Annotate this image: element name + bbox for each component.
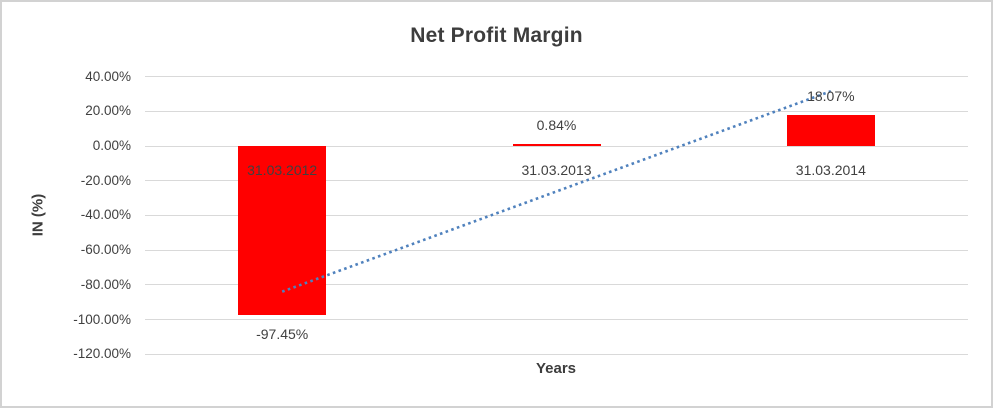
y-axis-tick-label: -80.00% (80, 276, 131, 292)
y-axis-tick-label: -100.00% (73, 311, 131, 327)
bar-31.03.2012 (238, 146, 327, 316)
y-axis-tick-label: -120.00% (73, 346, 131, 362)
gridline (145, 353, 968, 355)
data-label: 18.07% (807, 87, 855, 104)
gridline (145, 110, 968, 112)
y-axis-tick-label: -20.00% (80, 172, 131, 188)
x-axis-title: Years (535, 360, 577, 377)
trendline-dotted-segment (281, 89, 832, 293)
bar-31.03.2013 (512, 144, 601, 146)
gridline (145, 76, 968, 78)
data-label: 0.84% (536, 117, 577, 133)
y-axis-tick-label: 20.00% (85, 103, 131, 119)
y-axis-tick-label: -60.00% (80, 242, 131, 258)
y-axis-tick-label: 0.00% (92, 138, 131, 153)
category-label: 31.03.2014 (795, 162, 866, 178)
y-axis-tick-label: 40.00% (85, 68, 131, 84)
gridline (145, 319, 968, 320)
chart-title: Net Profit Margin (410, 24, 583, 47)
y-axis-tick-label: -40.00% (80, 207, 131, 223)
data-label: -97.45% (256, 326, 309, 343)
category-label: 31.03.2013 (521, 162, 592, 178)
bar-31.03.2014 (786, 114, 875, 146)
